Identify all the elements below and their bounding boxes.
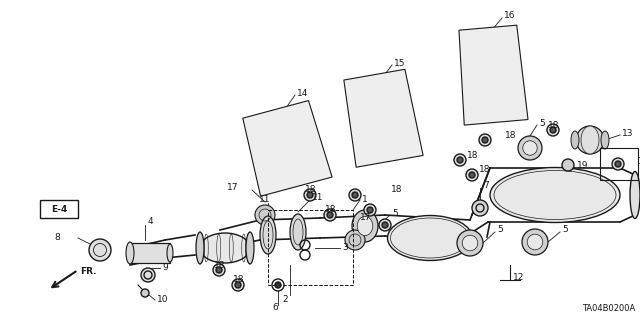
Circle shape: [469, 172, 475, 178]
Text: 6: 6: [272, 303, 278, 313]
Circle shape: [547, 124, 559, 136]
Ellipse shape: [581, 126, 599, 154]
Text: 5: 5: [392, 209, 397, 218]
Text: 11: 11: [259, 195, 271, 204]
Text: 9: 9: [162, 263, 168, 272]
Ellipse shape: [167, 244, 173, 262]
Ellipse shape: [457, 230, 483, 256]
Text: 18: 18: [324, 205, 336, 214]
Circle shape: [457, 157, 463, 163]
Circle shape: [615, 161, 621, 167]
Circle shape: [324, 209, 336, 221]
Circle shape: [482, 137, 488, 143]
Circle shape: [352, 192, 358, 198]
Circle shape: [327, 212, 333, 218]
Ellipse shape: [601, 131, 609, 149]
Text: 5: 5: [497, 226, 503, 234]
Ellipse shape: [352, 210, 378, 242]
Circle shape: [307, 192, 313, 198]
Ellipse shape: [522, 229, 548, 255]
Ellipse shape: [126, 242, 134, 264]
Text: 18: 18: [505, 130, 516, 139]
Ellipse shape: [527, 234, 543, 250]
Circle shape: [232, 279, 244, 291]
Polygon shape: [344, 69, 423, 167]
Ellipse shape: [387, 216, 472, 261]
Polygon shape: [459, 25, 528, 125]
Text: 18: 18: [638, 158, 640, 167]
Circle shape: [472, 200, 488, 216]
Bar: [268, 210, 353, 285]
Text: 5: 5: [562, 226, 568, 234]
Ellipse shape: [246, 232, 254, 264]
Text: 17: 17: [227, 182, 238, 191]
Circle shape: [275, 282, 281, 288]
Circle shape: [235, 282, 241, 288]
Text: 19: 19: [577, 161, 589, 170]
Ellipse shape: [255, 205, 275, 225]
Ellipse shape: [345, 230, 365, 250]
Circle shape: [349, 189, 361, 201]
Circle shape: [141, 289, 149, 297]
Circle shape: [479, 134, 491, 146]
Ellipse shape: [490, 167, 620, 222]
Text: 2: 2: [282, 295, 288, 305]
Circle shape: [304, 189, 316, 201]
Circle shape: [213, 264, 225, 276]
Text: 8: 8: [54, 233, 60, 241]
Circle shape: [466, 169, 478, 181]
Text: 14: 14: [297, 88, 308, 98]
Circle shape: [612, 158, 624, 170]
Text: 17: 17: [360, 213, 371, 222]
Text: 18: 18: [479, 166, 490, 174]
Text: 18: 18: [232, 276, 244, 285]
Ellipse shape: [630, 172, 640, 219]
Text: FR.: FR.: [80, 268, 97, 277]
Text: 11: 11: [312, 194, 323, 203]
Text: 4: 4: [148, 218, 154, 226]
Ellipse shape: [462, 235, 478, 251]
Text: 18: 18: [547, 121, 559, 130]
Ellipse shape: [196, 232, 204, 264]
Text: 10: 10: [157, 295, 168, 305]
Text: E-4: E-4: [51, 204, 67, 213]
Bar: [600, 148, 638, 180]
Text: 1: 1: [362, 196, 368, 204]
Circle shape: [454, 154, 466, 166]
Text: 18: 18: [305, 186, 316, 195]
Circle shape: [364, 204, 376, 216]
Circle shape: [141, 268, 155, 282]
Circle shape: [550, 127, 556, 133]
Circle shape: [367, 207, 373, 213]
Text: 18: 18: [391, 186, 403, 195]
Circle shape: [382, 222, 388, 228]
Text: 18: 18: [214, 261, 225, 270]
Ellipse shape: [357, 216, 372, 236]
Ellipse shape: [290, 214, 306, 250]
Bar: [40, 200, 78, 218]
Ellipse shape: [260, 216, 276, 254]
Text: 15: 15: [394, 58, 406, 68]
Text: 7: 7: [483, 182, 489, 190]
Ellipse shape: [200, 233, 250, 263]
Text: TA04B0200A: TA04B0200A: [582, 304, 635, 313]
Circle shape: [562, 159, 574, 171]
Text: 18: 18: [467, 151, 478, 160]
Text: 12: 12: [513, 273, 524, 283]
Text: 16: 16: [504, 11, 515, 20]
Polygon shape: [130, 243, 170, 263]
Text: 3: 3: [342, 243, 348, 253]
Text: 5: 5: [539, 118, 545, 128]
Ellipse shape: [576, 126, 604, 154]
Ellipse shape: [89, 239, 111, 261]
Circle shape: [216, 267, 222, 273]
Ellipse shape: [571, 131, 579, 149]
Circle shape: [379, 219, 391, 231]
Text: 13: 13: [622, 129, 634, 137]
Ellipse shape: [523, 141, 537, 155]
Ellipse shape: [518, 136, 542, 160]
Polygon shape: [243, 100, 332, 196]
